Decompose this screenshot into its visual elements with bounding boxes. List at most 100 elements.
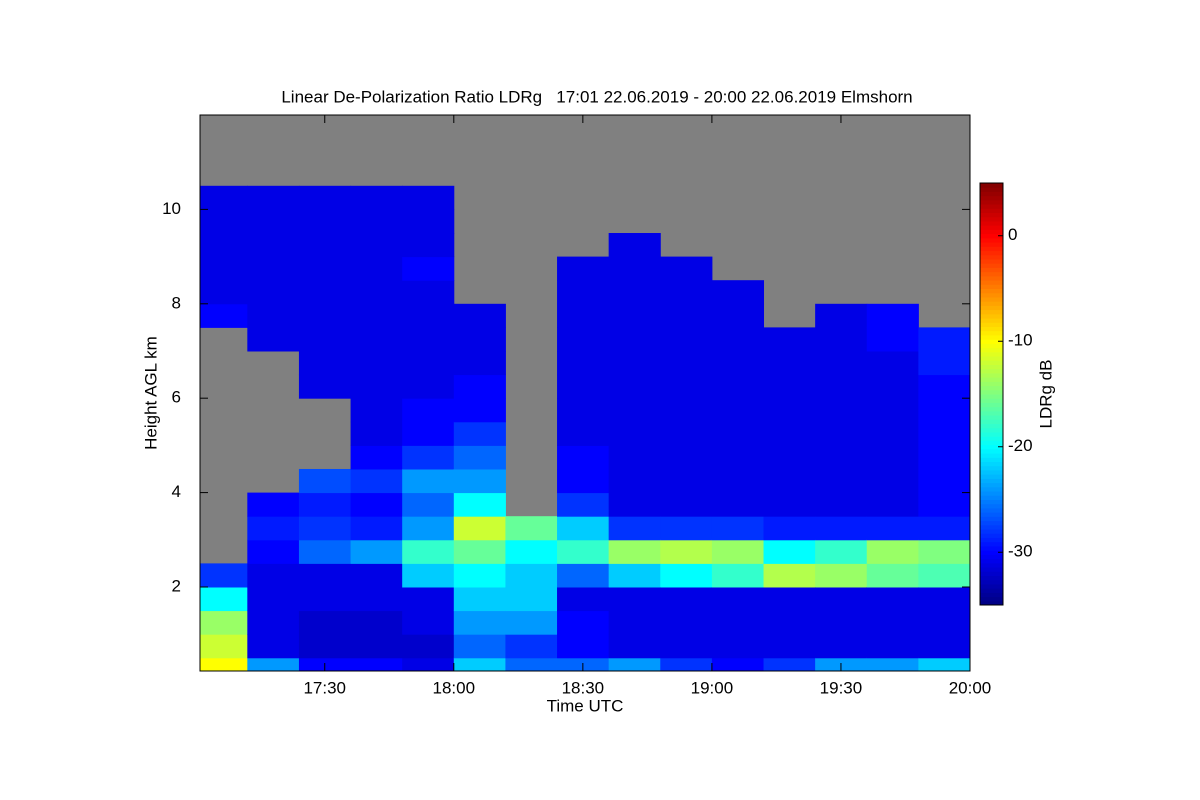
heatmap-cell: [453, 634, 506, 659]
x-tick-label: 17:30: [303, 678, 346, 697]
colorbar-strip: [980, 461, 1003, 467]
heatmap-cell: [402, 539, 455, 564]
heatmap-cell: [298, 586, 352, 612]
heatmap-cell: [660, 327, 713, 352]
heatmap-cell: [298, 256, 352, 281]
colorbar-strip: [980, 208, 1003, 214]
heatmap-cell: [350, 634, 403, 659]
colorbar-strip: [980, 545, 1003, 551]
colorbar-strip: [980, 191, 1003, 197]
colorbar-tick-label: 0: [1008, 225, 1017, 244]
heatmap-cell: [247, 634, 300, 659]
heatmap-cell: [453, 421, 506, 446]
heatmap-cell: [298, 327, 352, 352]
colorbar-strip: [980, 225, 1003, 230]
heatmap-cell: [557, 445, 610, 470]
heatmap-cell: [711, 303, 765, 328]
colorbar-strip: [980, 579, 1003, 585]
heatmap-cell: [200, 303, 248, 328]
heatmap-cell: [557, 468, 610, 494]
heatmap-cell: [350, 303, 403, 328]
heatmap-cell: [918, 657, 970, 671]
heatmap-cell: [453, 516, 506, 541]
colorbar-strip: [980, 562, 1003, 568]
x-tick-label: 18:30: [562, 678, 605, 697]
heatmap-cells: [200, 185, 970, 671]
colorbar-strip: [980, 309, 1003, 315]
x-tick-label: 19:00: [691, 678, 734, 697]
heatmap-cell: [298, 468, 352, 494]
heatmap-cell: [608, 374, 661, 399]
heatmap-cell: [350, 327, 403, 352]
colorbar-strip: [980, 318, 1003, 323]
heatmap-cell: [608, 468, 661, 494]
colorbar-strip: [980, 237, 1003, 243]
colorbar-strip: [980, 415, 1003, 420]
heatmap-cell: [660, 303, 713, 328]
heatmap-cell: [505, 586, 558, 612]
heatmap-cell: [247, 586, 300, 612]
heatmap-cell: [402, 516, 455, 541]
heatmap-cell: [711, 586, 765, 612]
heatmap-cell: [815, 492, 868, 517]
colorbar-tick-label: -20: [1008, 436, 1033, 455]
heatmap-cell: [608, 492, 661, 517]
y-tick-label: 10: [162, 199, 181, 218]
colorbar-strip: [980, 491, 1003, 496]
heatmap-cell: [660, 374, 713, 399]
heatmap-cell: [453, 563, 506, 588]
heatmap-cell: [298, 232, 352, 258]
colorbar-strip: [980, 398, 1003, 403]
colorbar-strip: [980, 516, 1003, 522]
heatmap-cell: [402, 563, 455, 588]
colorbar-strip: [980, 592, 1003, 598]
heatmap-cell: [763, 634, 816, 659]
heatmap-cell: [660, 398, 713, 423]
heatmap-cell: [402, 256, 455, 281]
colorbar-strip: [980, 512, 1003, 517]
heatmap-cell: [247, 256, 300, 281]
heatmap-cell: [402, 209, 455, 234]
heatmap-cell: [866, 350, 919, 376]
heatmap-cell: [557, 327, 610, 352]
heatmap-cell: [453, 657, 506, 671]
heatmap-cell: [247, 303, 300, 328]
colorbar-strip: [980, 351, 1003, 357]
heatmap-cell: [815, 421, 868, 446]
heatmap-cell: [402, 327, 455, 352]
heatmap-cell: [402, 468, 455, 494]
colorbar-strip: [980, 284, 1003, 289]
heatmap-cell: [505, 539, 558, 564]
colorbar-tick-label: -30: [1008, 542, 1033, 561]
colorbar-strip: [980, 356, 1003, 361]
heatmap-cell: [350, 374, 403, 399]
x-tick-label: 18:00: [433, 678, 476, 697]
colorbar-strip: [980, 305, 1003, 311]
colorbar-strip: [980, 216, 1003, 222]
heatmap-cell: [350, 350, 403, 376]
heatmap-cell: [505, 610, 558, 635]
heatmap-cell: [918, 539, 970, 564]
heatmap-cell: [608, 586, 661, 612]
heatmap-cell: [815, 516, 868, 541]
heatmap-cell: [557, 516, 610, 541]
heatmap-cell: [200, 563, 248, 588]
heatmap-cell: [660, 516, 713, 541]
heatmap-cell: [557, 610, 610, 635]
heatmap-cell: [711, 657, 765, 671]
heatmap-cell: [200, 586, 248, 612]
colorbar-strip: [980, 322, 1003, 327]
colorbar-strip: [980, 406, 1003, 412]
colorbar-strip: [980, 503, 1003, 509]
colorbar: [980, 183, 1003, 606]
colorbar-strip: [980, 377, 1003, 382]
heatmap-cell: [660, 492, 713, 517]
colorbar-strip: [980, 465, 1003, 471]
heatmap-cell: [453, 303, 506, 328]
heatmap-cell: [200, 209, 248, 234]
heatmap-cell: [918, 421, 970, 446]
heatmap-cell: [711, 445, 765, 470]
heatmap-cell: [608, 256, 661, 281]
heatmap-cell: [350, 209, 403, 234]
